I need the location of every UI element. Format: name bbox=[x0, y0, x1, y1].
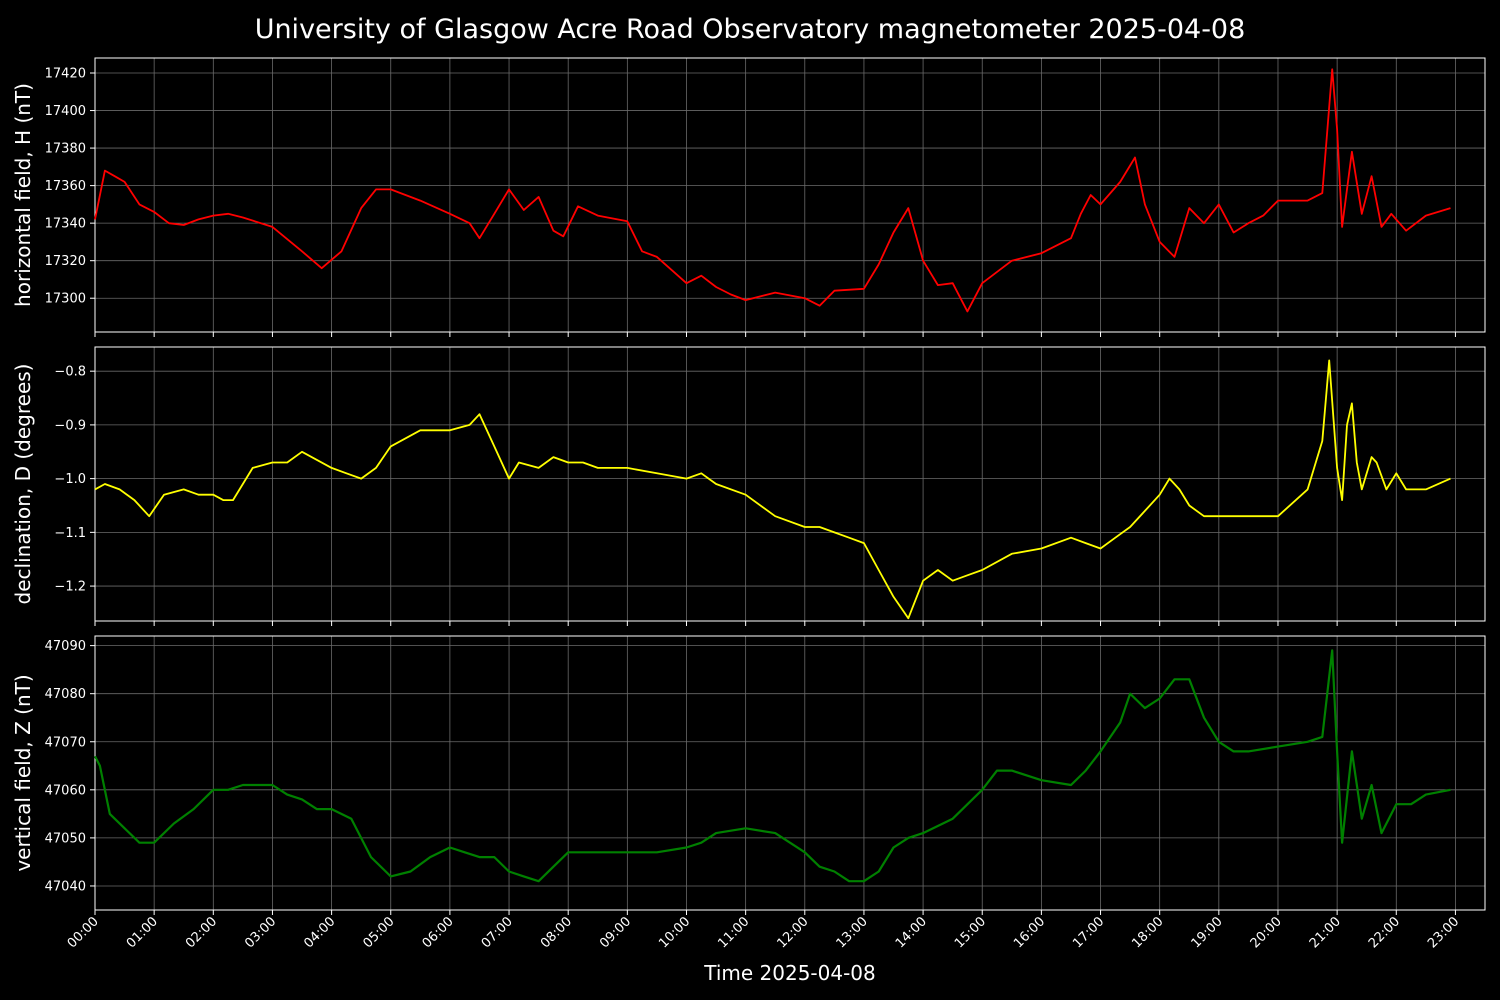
y-tick-label: 47050 bbox=[45, 831, 86, 846]
vertical-field-y-axis-label: vertical field, Z (nT) bbox=[11, 674, 35, 871]
y-tick-label: 17340 bbox=[45, 217, 86, 232]
declination-axes-frame bbox=[94, 346, 1486, 622]
x-tick-label: 23:00 bbox=[1425, 914, 1462, 951]
y-tick-label: 47090 bbox=[45, 639, 86, 654]
x-tick-label: 06:00 bbox=[420, 914, 457, 951]
y-tick-label: 17420 bbox=[45, 67, 86, 82]
y-tick-label: 17360 bbox=[45, 179, 86, 194]
x-tick-label: 17:00 bbox=[1070, 914, 1107, 951]
declination-series-line bbox=[94, 359, 1451, 620]
y-tick-label: 47070 bbox=[45, 735, 86, 750]
x-tick-label: 07:00 bbox=[479, 914, 516, 951]
x-tick-label: 12:00 bbox=[775, 914, 812, 951]
y-tick-label: −1.0 bbox=[54, 472, 86, 487]
x-tick-label: 08:00 bbox=[538, 914, 575, 951]
x-tick-label: 10:00 bbox=[656, 914, 693, 951]
chart-title: University of Glasgow Acre Road Observat… bbox=[254, 14, 1246, 45]
x-tick-label: 03:00 bbox=[242, 914, 279, 951]
y-tick-label: 17400 bbox=[45, 104, 86, 119]
x-tick-label: 16:00 bbox=[1011, 914, 1048, 951]
y-tick-label: 17380 bbox=[45, 142, 86, 157]
horizontal-field-series-line bbox=[94, 68, 1451, 313]
horizontal-field-axes-frame bbox=[94, 57, 1486, 333]
vertical-field-axes-frame bbox=[94, 635, 1486, 911]
declination-y-axis-label: declination, D (degrees) bbox=[11, 364, 35, 605]
y-tick-label: −1.2 bbox=[54, 580, 86, 595]
y-tick-label: 17320 bbox=[45, 254, 86, 269]
x-tick-label: 19:00 bbox=[1189, 914, 1226, 951]
x-tick-label: 13:00 bbox=[834, 914, 871, 951]
x-tick-label: 01:00 bbox=[124, 914, 161, 951]
x-tick-label: 15:00 bbox=[952, 914, 989, 951]
horizontal-field-panel: 17300 17320 17340 17360 17380 17400 17420 horiz… bbox=[11, 57, 1486, 337]
x-tick-label: 20:00 bbox=[1248, 914, 1285, 951]
y-tick-label: −1.1 bbox=[54, 526, 86, 541]
y-tick-label: −0.9 bbox=[54, 418, 86, 433]
vertical-field-panel: 00:00 01:00 02:00 03:00 04:00 05:00 06:00 07:00… bbox=[11, 635, 1486, 951]
y-tick-label: 47040 bbox=[45, 879, 86, 894]
x-tick-label: 14:00 bbox=[893, 914, 930, 951]
vertical-field-series-line bbox=[94, 649, 1451, 883]
x-tick-label: 00:00 bbox=[65, 914, 102, 951]
y-tick-label: −0.8 bbox=[54, 365, 86, 380]
x-tick-label: 02:00 bbox=[183, 914, 220, 951]
x-tick-label: 21:00 bbox=[1307, 914, 1344, 951]
x-axis-label: Time 2025-04-08 bbox=[703, 961, 876, 985]
x-tick-label: 05:00 bbox=[360, 914, 397, 951]
y-tick-label: 47060 bbox=[45, 783, 86, 798]
x-tick-label: 22:00 bbox=[1366, 914, 1403, 951]
x-tick-label: 04:00 bbox=[301, 914, 338, 951]
x-tick-label: 11:00 bbox=[715, 914, 752, 951]
declination-panel: −1.2 −1.1 −1.0 −0.9 −0.8 declination, D (degr… bbox=[11, 346, 1486, 626]
x-tick-label: 18:00 bbox=[1129, 914, 1166, 951]
x-tick-label: 09:00 bbox=[597, 914, 634, 951]
y-tick-label: 17300 bbox=[45, 292, 86, 307]
y-tick-label: 47080 bbox=[45, 687, 86, 702]
horizontal-field-y-axis-label: horizontal field, H (nT) bbox=[11, 83, 35, 307]
